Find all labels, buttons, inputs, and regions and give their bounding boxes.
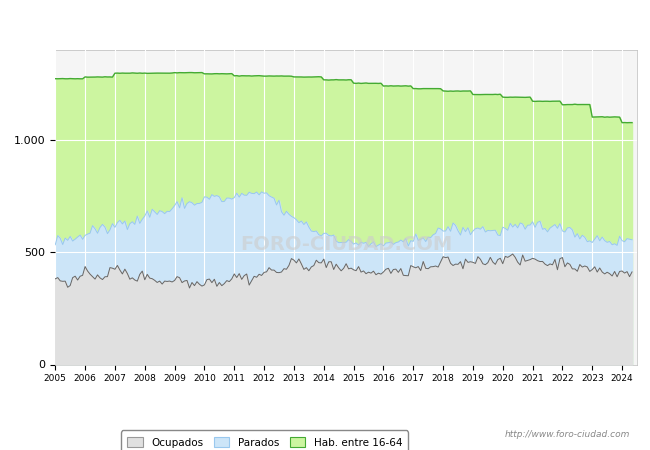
Text: FORO-CIUDAD.COM: FORO-CIUDAD.COM bbox=[240, 235, 452, 254]
Text: http://www.foro-ciudad.com: http://www.foro-ciudad.com bbox=[505, 430, 630, 439]
Text: Alconchel - Evolucion de la poblacion en edad de Trabajar Mayo de 2024: Alconchel - Evolucion de la poblacion en… bbox=[98, 10, 552, 23]
Legend: Ocupados, Parados, Hab. entre 16-64: Ocupados, Parados, Hab. entre 16-64 bbox=[121, 431, 408, 450]
